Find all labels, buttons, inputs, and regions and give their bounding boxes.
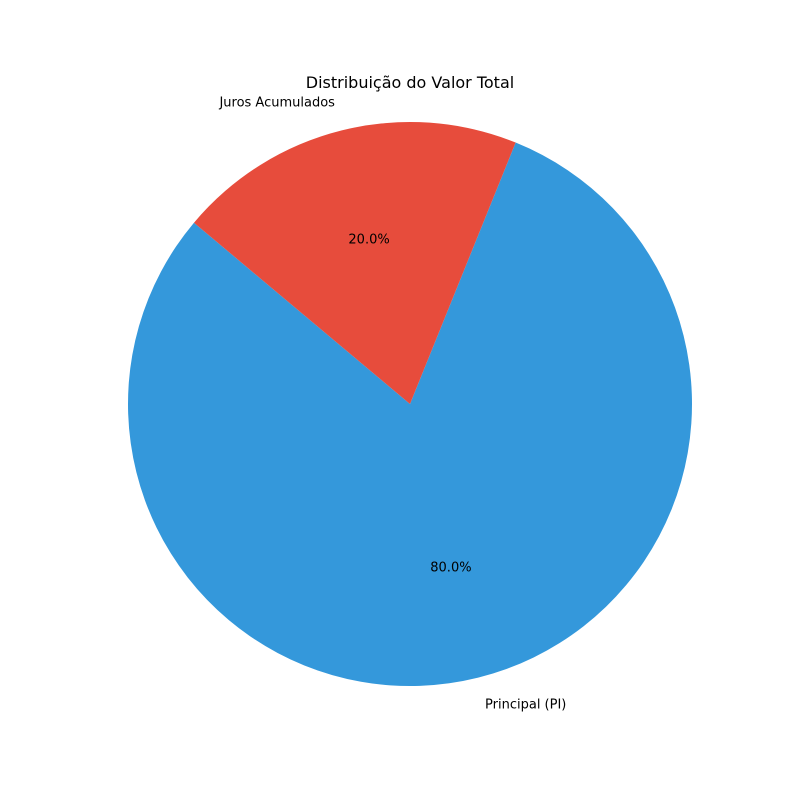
percent-label-principal-pi: 80.0% [430,561,471,576]
pie-slice-juros-acumulados [193,121,516,404]
pie-slice-principal-pi [127,142,692,687]
slice-label-juros-acumulados: Juros Acumulados [218,96,335,111]
chart-title: Distribuição do Valor Total [306,73,514,92]
slice-label-principal-pi: Principal (PI) [485,697,566,712]
percent-label-juros-acumulados: 20.0% [348,232,389,247]
pie-slices [127,121,692,687]
pie-labels: Principal (PI) 80.0% Juros Acumulados 20.0% [218,96,566,713]
